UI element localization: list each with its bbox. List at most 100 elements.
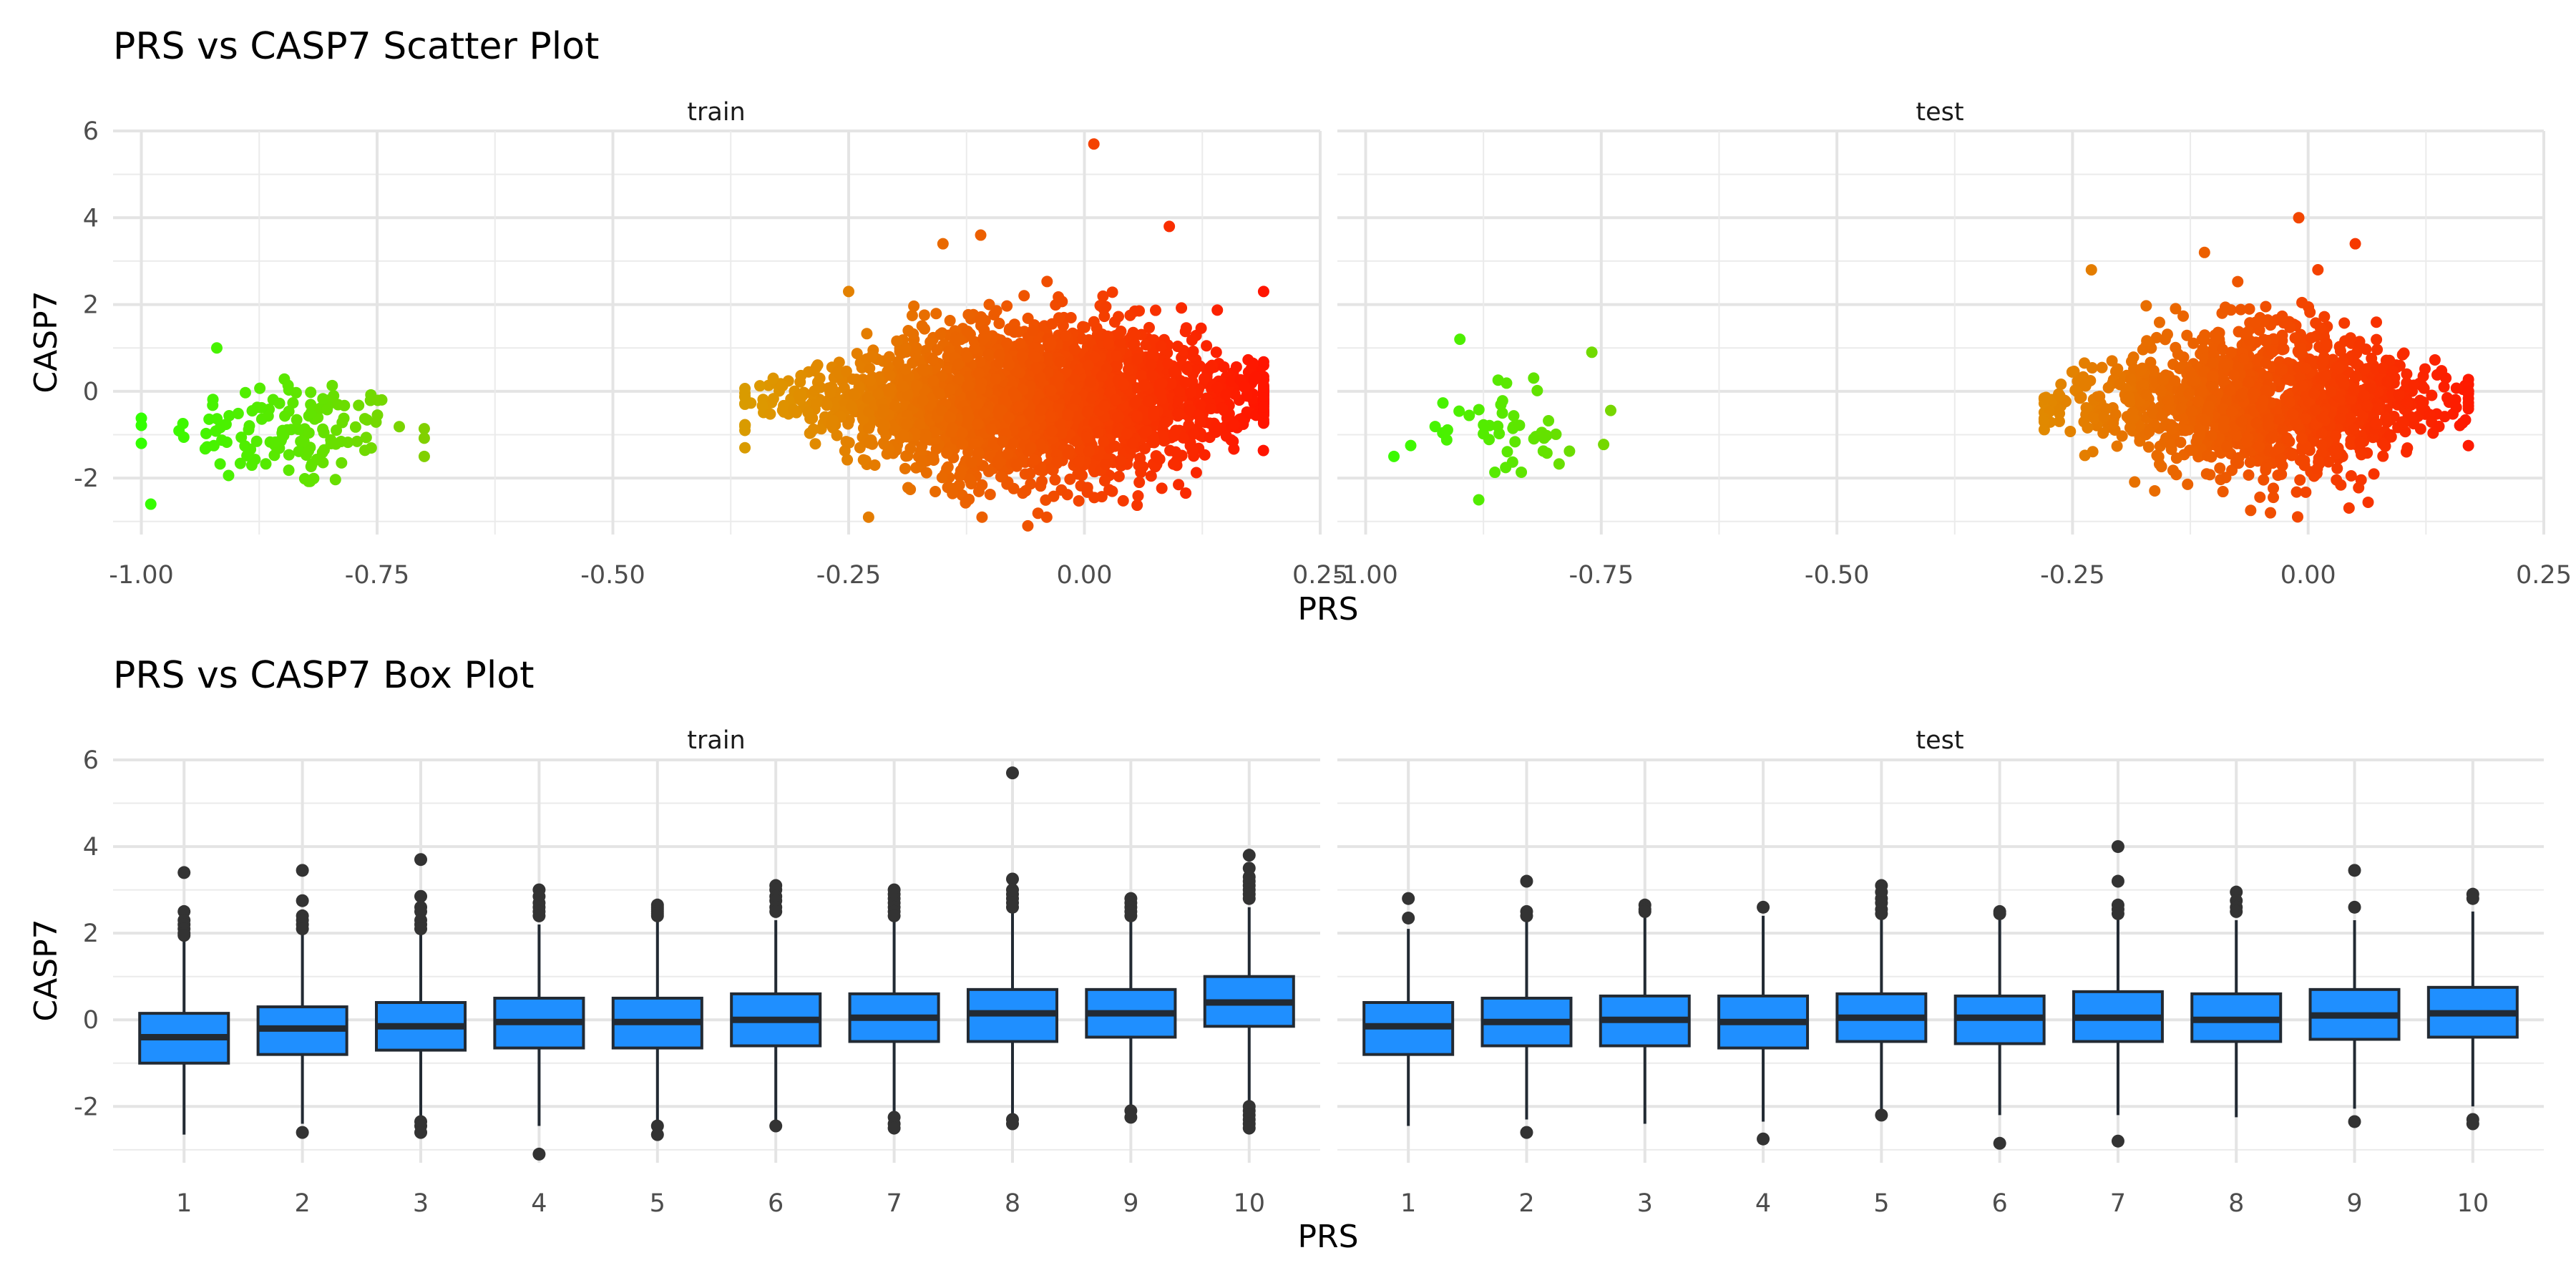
- box-train-y-tick-label: -2: [74, 1093, 99, 1121]
- scatter-train-point: [1041, 275, 1053, 288]
- scatter-test-point: [2199, 329, 2211, 341]
- scatter-train-point: [974, 356, 986, 368]
- scatter-train-point: [1204, 361, 1216, 374]
- scatter-test-point: [2124, 374, 2137, 386]
- scatter-train-point: [1022, 519, 1034, 532]
- scatter-train-point: [908, 300, 920, 312]
- scatter-test-point: [2258, 474, 2270, 486]
- scatter-test-point: [2187, 337, 2200, 349]
- scatter-test-point: [2202, 449, 2214, 462]
- scatter-train-point: [907, 328, 919, 340]
- scatter-test-point: [2282, 374, 2294, 386]
- box-train-x-tick-label: 9: [1123, 1189, 1138, 1218]
- scatter-train-point: [254, 382, 266, 394]
- scatter-test-point: [2462, 403, 2474, 415]
- scatter-test-point: [2147, 364, 2160, 376]
- scatter-train-point: [927, 353, 939, 366]
- scatter-test-point: [2244, 457, 2256, 469]
- box-train-outlier-point: [1005, 766, 1019, 780]
- scatter-train-point: [1088, 416, 1101, 429]
- scatter-test-point: [1553, 458, 1565, 470]
- scatter-test-point: [1509, 436, 1521, 448]
- box-train-outlier-point: [414, 853, 428, 867]
- box-test-outlier-point: [1402, 892, 1415, 905]
- scatter-train-point: [995, 471, 1007, 483]
- scatter-test-x-tick-label: 0.25: [2516, 561, 2572, 590]
- scatter-train-point: [293, 445, 305, 457]
- scatter-train-point: [906, 309, 918, 321]
- scatter-train-point: [1136, 369, 1148, 381]
- scatter-test-point: [2226, 406, 2238, 418]
- scatter-test-point: [2165, 423, 2177, 435]
- box-test-outlier-point: [1757, 1132, 1770, 1146]
- scatter-test-point: [2147, 407, 2159, 419]
- scatter-test-point: [2217, 343, 2229, 356]
- scatter-train-point: [937, 238, 949, 250]
- scatter-train-point: [952, 373, 965, 385]
- scatter-train-point: [899, 343, 912, 355]
- scatter-train-point: [1132, 489, 1144, 502]
- scatter-test-point: [2192, 396, 2205, 408]
- scatter-test-point: [2401, 442, 2414, 454]
- scatter-train-point: [1186, 334, 1198, 346]
- scatter-test-point: [2296, 444, 2308, 456]
- scatter-test-point: [2265, 507, 2277, 519]
- scatter-train-point: [863, 436, 875, 449]
- scatter-test-point: [2287, 409, 2299, 421]
- scatter-train-point: [317, 457, 329, 469]
- box-train-outlier-point: [414, 1126, 428, 1139]
- scatter-train-point: [802, 406, 814, 419]
- box-train-outlier-point: [650, 909, 664, 922]
- scatter-test-point: [2180, 424, 2192, 436]
- scatter-test-point: [1492, 420, 1504, 432]
- scatter-test-point: [2318, 311, 2331, 323]
- scatter-test-point: [2140, 389, 2152, 401]
- scatter-test-point: [2260, 357, 2272, 369]
- scatter-test-point: [2438, 381, 2450, 393]
- scatter-train-point: [1083, 445, 1095, 457]
- scatter-train-point: [904, 442, 917, 454]
- scatter-train-point: [1082, 359, 1094, 371]
- scatter-test-point: [2296, 380, 2308, 392]
- scatter-test-point: [2206, 379, 2218, 391]
- scatter-train-point: [135, 437, 147, 449]
- scatter-train-point: [1167, 458, 1179, 470]
- scatter-train-point: [1257, 286, 1269, 298]
- scatter-test-point: [1516, 466, 1528, 478]
- box-test-x-tick-label: 2: [1518, 1189, 1534, 1218]
- box-train-x-tick-label: 1: [176, 1189, 192, 1218]
- scatter-train-point: [1257, 401, 1269, 413]
- scatter-test-point: [2217, 486, 2229, 498]
- scatter-test-point: [2345, 434, 2357, 447]
- scatter-train-point: [239, 386, 251, 399]
- scatter-test-point: [2175, 402, 2187, 414]
- scatter-train-point: [1195, 322, 1207, 334]
- scatter-test-point: [2377, 450, 2389, 462]
- scatter-train-point: [953, 333, 965, 346]
- scatter-test-point: [2316, 427, 2328, 439]
- scatter-train-point: [898, 429, 910, 441]
- scatter-train-point: [864, 375, 876, 387]
- box-train-x-tick-label: 5: [650, 1189, 665, 1218]
- scatter-test-point: [2289, 332, 2301, 344]
- scatter-train-point: [291, 414, 303, 426]
- scatter-test-point: [2384, 429, 2396, 441]
- scatter-test-point: [2365, 382, 2377, 394]
- scatter-test-point: [2439, 411, 2451, 423]
- scatter-train-point: [978, 407, 990, 419]
- scatter-train-point: [1097, 290, 1109, 302]
- scatter-train-point: [972, 485, 985, 497]
- scatter-train-point: [795, 389, 807, 401]
- scatter-train-point: [917, 394, 929, 406]
- scatter-train-point: [914, 418, 926, 430]
- scatter-train-point: [1169, 446, 1181, 458]
- scatter-test-point: [2040, 391, 2052, 404]
- scatter-train-point: [1153, 387, 1166, 399]
- scatter-train-point: [930, 485, 942, 497]
- scatter-test-point: [2066, 366, 2078, 378]
- scatter-train-point: [358, 444, 371, 457]
- scatter-test-point: [2298, 459, 2311, 472]
- scatter-test-point: [2343, 502, 2355, 514]
- scatter-test-point: [2218, 415, 2230, 427]
